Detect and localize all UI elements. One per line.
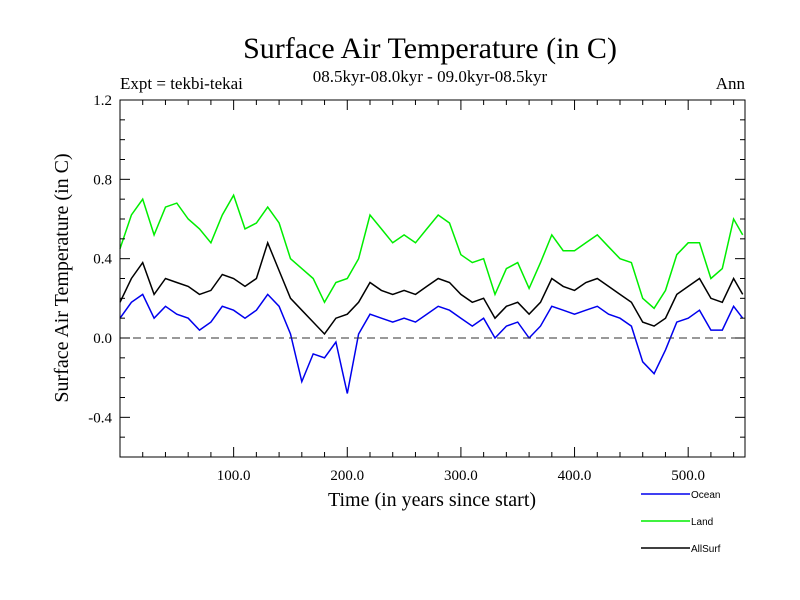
series-line-ocean: [119, 293, 744, 394]
expt-label: Expt = tekbi-tekai: [120, 74, 243, 93]
plot-lines: [119, 193, 744, 394]
chart-title: Surface Air Temperature (in C): [243, 32, 617, 65]
chart-subtitle: 08.5kyr-08.0kyr - 09.0kyr-08.5kyr: [313, 67, 548, 86]
x-axis-label: Time (in years since start): [328, 489, 536, 511]
legend-label-land: Land: [691, 517, 713, 528]
series-line-land: [119, 193, 744, 310]
y-tick-label: -0.4: [88, 410, 112, 426]
legend: Ocean Land AllSurf: [641, 490, 721, 555]
x-tick-label: 300.0: [444, 468, 478, 484]
y-tick-label: 0.0: [93, 331, 112, 347]
axis-ticks: 100.0 200.0 300.0 400.0 500.0 -0.4 0.0 0.4 0.8 1.…: [88, 93, 745, 484]
x-tick-label: 400.0: [558, 468, 592, 484]
legend-label-ocean: Ocean: [691, 490, 720, 501]
x-tick-label: 100.0: [217, 468, 251, 484]
y-tick-label: 1.2: [93, 93, 112, 109]
y-tick-label: 0.8: [93, 172, 112, 188]
season-label: Ann: [716, 74, 746, 93]
x-tick-label: 200.0: [330, 468, 364, 484]
series-line-allsurf: [119, 240, 744, 336]
legend-label-allsurf: AllSurf: [691, 544, 721, 555]
y-axis-label: Surface Air Temperature (in C): [51, 153, 73, 402]
plot-frame: [119, 99, 746, 458]
y-tick-label: 0.4: [93, 252, 112, 268]
x-tick-label: 500.0: [671, 468, 705, 484]
